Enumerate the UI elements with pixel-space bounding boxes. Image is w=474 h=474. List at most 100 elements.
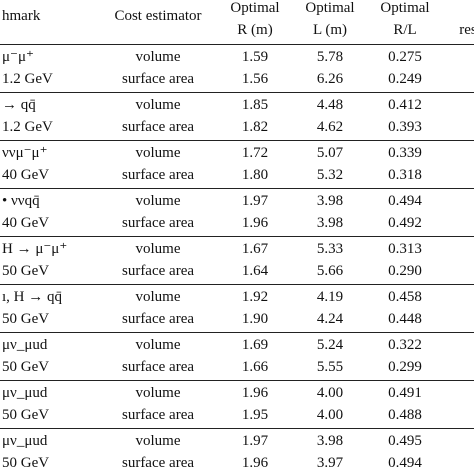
cell: 4.24 [316, 311, 344, 327]
benchmark: 50 GeV [2, 263, 50, 279]
cell: 0.275 [388, 49, 422, 65]
benchmark: 50 GeV [2, 359, 50, 375]
header-cell: L (m) [312, 22, 348, 38]
cell: 0.488 [388, 407, 422, 423]
cell: 1.90 [241, 311, 269, 327]
benchmark: → qq̄ [2, 97, 36, 113]
cell: 1.96 [241, 455, 269, 471]
cell: surface area [121, 71, 195, 87]
benchmark: 1.2 GeV [2, 119, 53, 135]
cell: surface area [121, 215, 195, 231]
cell: 1.66 [241, 359, 269, 375]
cell: surface area [121, 119, 195, 135]
cell: 1.59 [241, 49, 269, 65]
cell: 1.85 [241, 97, 269, 113]
cell: volume [135, 241, 181, 257]
cell: 3.98 [316, 215, 344, 231]
cell: volume [135, 289, 181, 305]
cell: 0.299 [388, 359, 422, 375]
cell: 0.318 [388, 167, 422, 183]
cell: 5.24 [316, 337, 344, 353]
benchmark: μν_μud [2, 385, 48, 401]
cell: 1.97 [241, 193, 269, 209]
header-cell: Optimal [380, 0, 430, 16]
cell: 6.26 [316, 71, 344, 87]
cell: 1.69 [241, 337, 269, 353]
benchmark: ı, H → qq̄ [2, 289, 62, 305]
cell: 3.97 [316, 455, 344, 471]
cell: 0.313 [388, 241, 422, 257]
header-cell: hmark [2, 8, 41, 24]
benchmark: H → μ⁻μ⁺ [2, 241, 68, 257]
benchmark: μν_μud [2, 337, 48, 353]
benchmark: μ⁻μ⁺ [2, 49, 34, 65]
cell: 0.339 [388, 145, 422, 161]
header-cell: Optimal [305, 0, 355, 16]
benchmark: 50 GeV [2, 407, 50, 423]
rule [0, 284, 474, 285]
cell: 0.494 [388, 193, 422, 209]
rule [0, 92, 474, 93]
cell: 5.32 [316, 167, 344, 183]
header-cell: R (m) [237, 22, 273, 38]
cell: 0.458 [388, 289, 422, 305]
cell: 0.492 [388, 215, 422, 231]
cell: 1.95 [241, 407, 269, 423]
cell: volume [135, 433, 181, 449]
cell: surface area [121, 359, 195, 375]
cell: 5.78 [316, 49, 344, 65]
cell: surface area [121, 263, 195, 279]
cell: surface area [121, 167, 195, 183]
benchmark: 40 GeV [2, 215, 50, 231]
header-cell: res [459, 22, 474, 38]
cell: 0.290 [388, 263, 422, 279]
rule [0, 428, 474, 429]
rule [0, 380, 474, 381]
benchmark: 50 GeV [2, 311, 50, 327]
cell: volume [135, 49, 181, 65]
cell: 1.92 [241, 289, 269, 305]
cell: 4.19 [316, 289, 344, 305]
benchmark: • ννqq̄ [2, 193, 40, 209]
cell: 4.48 [316, 97, 344, 113]
cell: volume [135, 145, 181, 161]
cell: 4.00 [316, 407, 344, 423]
cell: volume [135, 193, 181, 209]
cell: 5.33 [316, 241, 344, 257]
cell: 1.56 [241, 71, 269, 87]
cell: 5.66 [316, 263, 344, 279]
benchmark: 40 GeV [2, 167, 50, 183]
benchmark: 1.2 GeV [2, 71, 53, 87]
cell: 0.495 [388, 433, 422, 449]
cell: 0.448 [388, 311, 422, 327]
cell: 5.55 [316, 359, 344, 375]
cell: 0.412 [388, 97, 422, 113]
cell: 4.00 [316, 385, 344, 401]
cell: 3.98 [316, 193, 344, 209]
cell: 0.322 [388, 337, 422, 353]
cell: 4.62 [316, 119, 344, 135]
benchmark: μν_μud [2, 433, 48, 449]
rule [0, 332, 474, 333]
cell: volume [135, 97, 181, 113]
benchmark: ννμ⁻μ⁺ [2, 145, 48, 161]
header-cell: Optimal [230, 0, 280, 16]
benchmark: 50 GeV [2, 455, 50, 471]
cell: 1.67 [241, 241, 269, 257]
header-cell: Cost estimator [114, 8, 202, 24]
cell: 1.96 [241, 385, 269, 401]
rule [0, 188, 474, 189]
cell: 1.82 [241, 119, 269, 135]
cell: volume [135, 337, 181, 353]
header-cell: R/L [393, 22, 417, 38]
cell: 5.07 [316, 145, 344, 161]
cell: 1.64 [241, 263, 269, 279]
cell: 1.72 [241, 145, 269, 161]
cell: 0.494 [388, 455, 422, 471]
rule [0, 44, 474, 45]
cell: surface area [121, 311, 195, 327]
cell: volume [135, 385, 181, 401]
cell: 0.491 [388, 385, 422, 401]
rule [0, 140, 474, 141]
